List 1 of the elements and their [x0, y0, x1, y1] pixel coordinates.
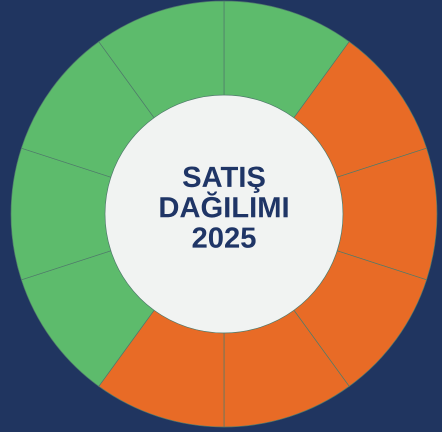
- text: SATIŞ DAĞILIMI 2025: [160, 166, 288, 248]
